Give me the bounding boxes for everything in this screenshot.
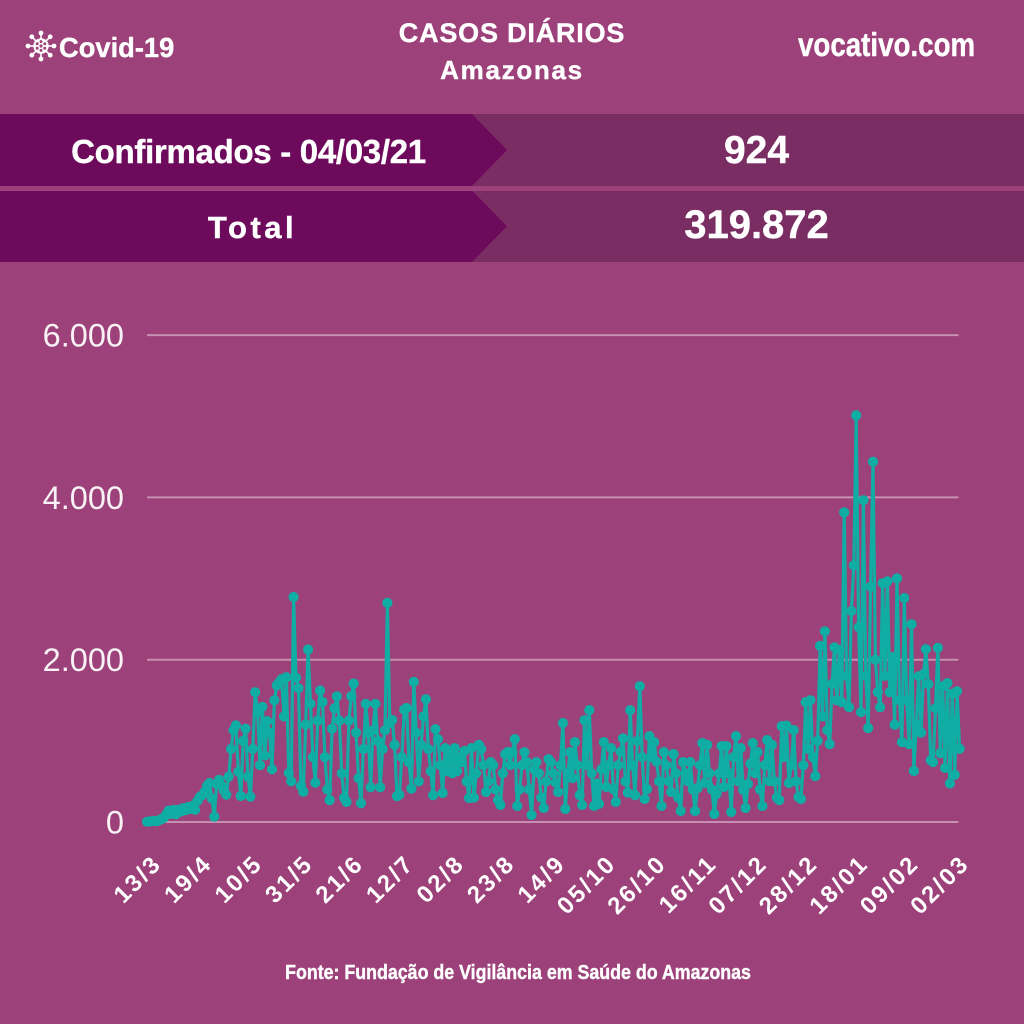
svg-text:13/3: 13/3 xyxy=(109,850,168,909)
svg-text:12/7: 12/7 xyxy=(361,850,420,909)
svg-text:4.000: 4.000 xyxy=(43,480,124,516)
svg-text:21/6: 21/6 xyxy=(311,850,370,909)
svg-text:6.000: 6.000 xyxy=(43,318,124,354)
svg-text:31/5: 31/5 xyxy=(260,850,319,909)
svg-text:19/4: 19/4 xyxy=(159,850,218,909)
svg-text:2.000: 2.000 xyxy=(43,642,124,678)
svg-text:02/8: 02/8 xyxy=(412,850,471,909)
svg-text:10/5: 10/5 xyxy=(210,850,269,909)
svg-text:23/8: 23/8 xyxy=(462,850,521,909)
svg-text:0: 0 xyxy=(106,805,124,841)
